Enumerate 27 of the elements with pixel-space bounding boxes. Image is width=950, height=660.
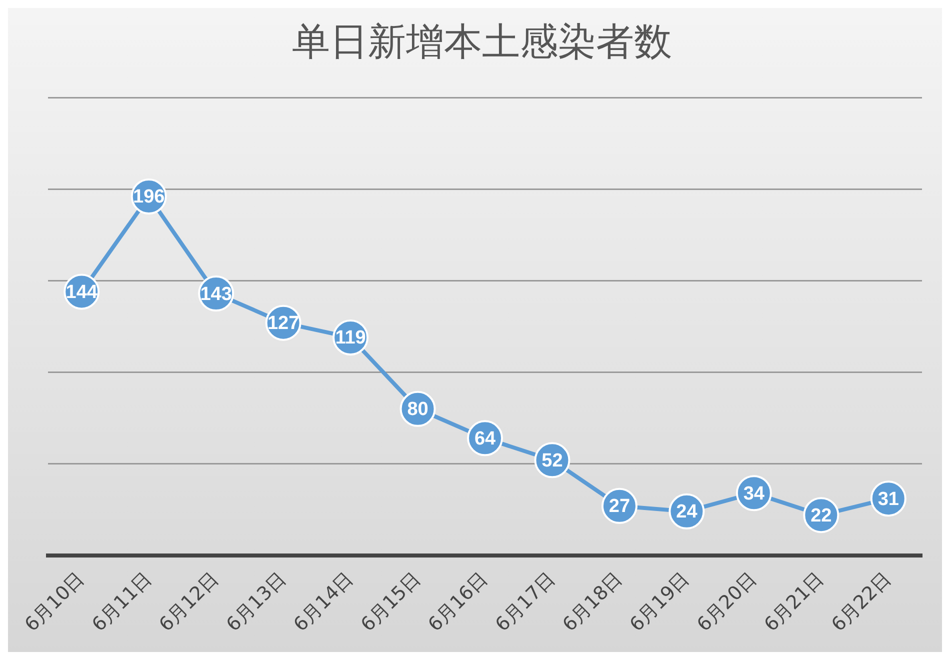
x-tick-label: 6月11日 <box>88 568 156 636</box>
data-label: 27 <box>608 496 630 518</box>
data-label: 31 <box>878 488 900 510</box>
data-label: 22 <box>810 505 832 526</box>
data-label: 80 <box>407 399 428 420</box>
x-tick-label: 6月10日 <box>20 568 89 636</box>
data-label: 64 <box>474 428 496 450</box>
data-label: 34 <box>743 483 765 504</box>
data-label: 196 <box>132 186 165 208</box>
data-label: 24 <box>676 502 698 523</box>
x-tick-label: 6月21日 <box>760 568 828 636</box>
x-tick-label: 6月20日 <box>692 568 761 636</box>
x-tick-label: 6月13日 <box>222 568 290 636</box>
data-label: 143 <box>200 284 232 305</box>
x-tick-label: 6月15日 <box>356 568 425 636</box>
x-tick-label: 6月19日 <box>626 568 694 636</box>
data-label: 119 <box>335 328 366 349</box>
x-tick-label: 6月18日 <box>558 568 626 636</box>
x-tick-label: 6月17日 <box>491 568 560 636</box>
x-tick-label: 6月22日 <box>827 568 896 636</box>
x-tick-label: 6月16日 <box>424 568 492 636</box>
data-label: 52 <box>542 450 563 472</box>
data-label: 127 <box>267 313 300 334</box>
chart-title: 单日新增本土感染者数 <box>292 20 672 64</box>
data-label: 144 <box>66 282 98 303</box>
x-tick-label: 6月12日 <box>155 568 224 636</box>
x-tick-label: 6月14日 <box>289 568 358 636</box>
